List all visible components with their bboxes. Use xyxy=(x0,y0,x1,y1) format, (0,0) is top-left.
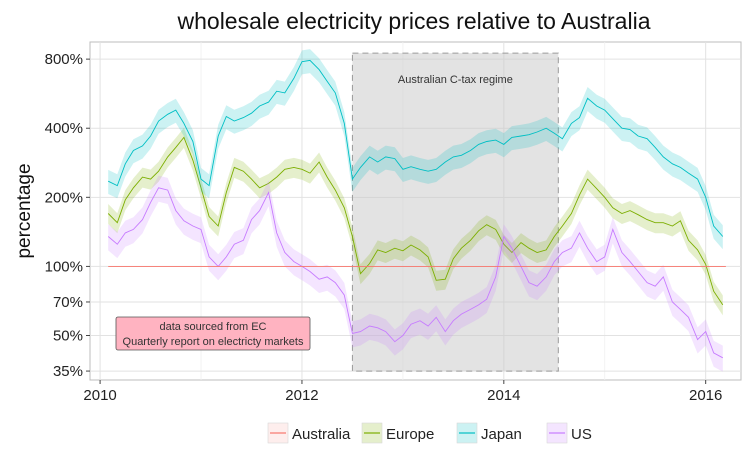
legend-label-australia: Australia xyxy=(292,426,351,443)
x-tick-label: 2014 xyxy=(487,387,520,404)
source-note-box xyxy=(115,316,311,351)
ctax-label: Australian C-tax regime xyxy=(398,74,513,86)
y-axis-label: percentage xyxy=(14,163,35,258)
legend: Australia Europe Japan US xyxy=(267,422,592,444)
y-tick-label: 35% xyxy=(53,363,83,380)
series-europe xyxy=(107,127,724,316)
series-japan xyxy=(108,49,724,250)
x-axis: 2010 2012 2014 2016 xyxy=(83,380,722,404)
series-layer xyxy=(107,49,726,372)
line-europe xyxy=(107,136,724,306)
y-tick-label: 50% xyxy=(53,328,83,345)
y-axis: 35% 50% 70% 100% 200% 400% 800% xyxy=(45,51,90,380)
source-note-line-1: data sourced from EC xyxy=(160,321,267,333)
legend-item-australia: Australia xyxy=(267,422,351,444)
chart-title: wholesale electricity prices relative to… xyxy=(177,8,651,34)
y-tick-label: 400% xyxy=(45,120,83,137)
ctax-shaded-region xyxy=(351,52,559,372)
x-tick-label: 2016 xyxy=(689,387,722,404)
x-tick-label: 2012 xyxy=(285,387,318,404)
band-europe xyxy=(108,127,723,316)
y-tick-label: 200% xyxy=(45,189,83,206)
series-us xyxy=(107,175,724,372)
band-japan xyxy=(108,49,723,250)
line-us xyxy=(107,187,724,359)
source-note-line-2: Quarterly report on electricty markets xyxy=(123,336,304,348)
y-tick-label: 100% xyxy=(45,258,83,275)
line-japan xyxy=(108,59,724,237)
y-tick-label: 70% xyxy=(53,294,83,311)
legend-item-japan: Japan xyxy=(456,422,522,444)
legend-label-japan: Japan xyxy=(481,426,522,443)
x-tick-label: 2010 xyxy=(83,387,116,404)
y-tick-label: 800% xyxy=(45,51,83,68)
legend-label-europe: Europe xyxy=(386,426,434,443)
legend-item-europe: Europe xyxy=(361,422,434,444)
legend-label-us: US xyxy=(571,426,592,443)
legend-item-us: US xyxy=(546,422,592,444)
